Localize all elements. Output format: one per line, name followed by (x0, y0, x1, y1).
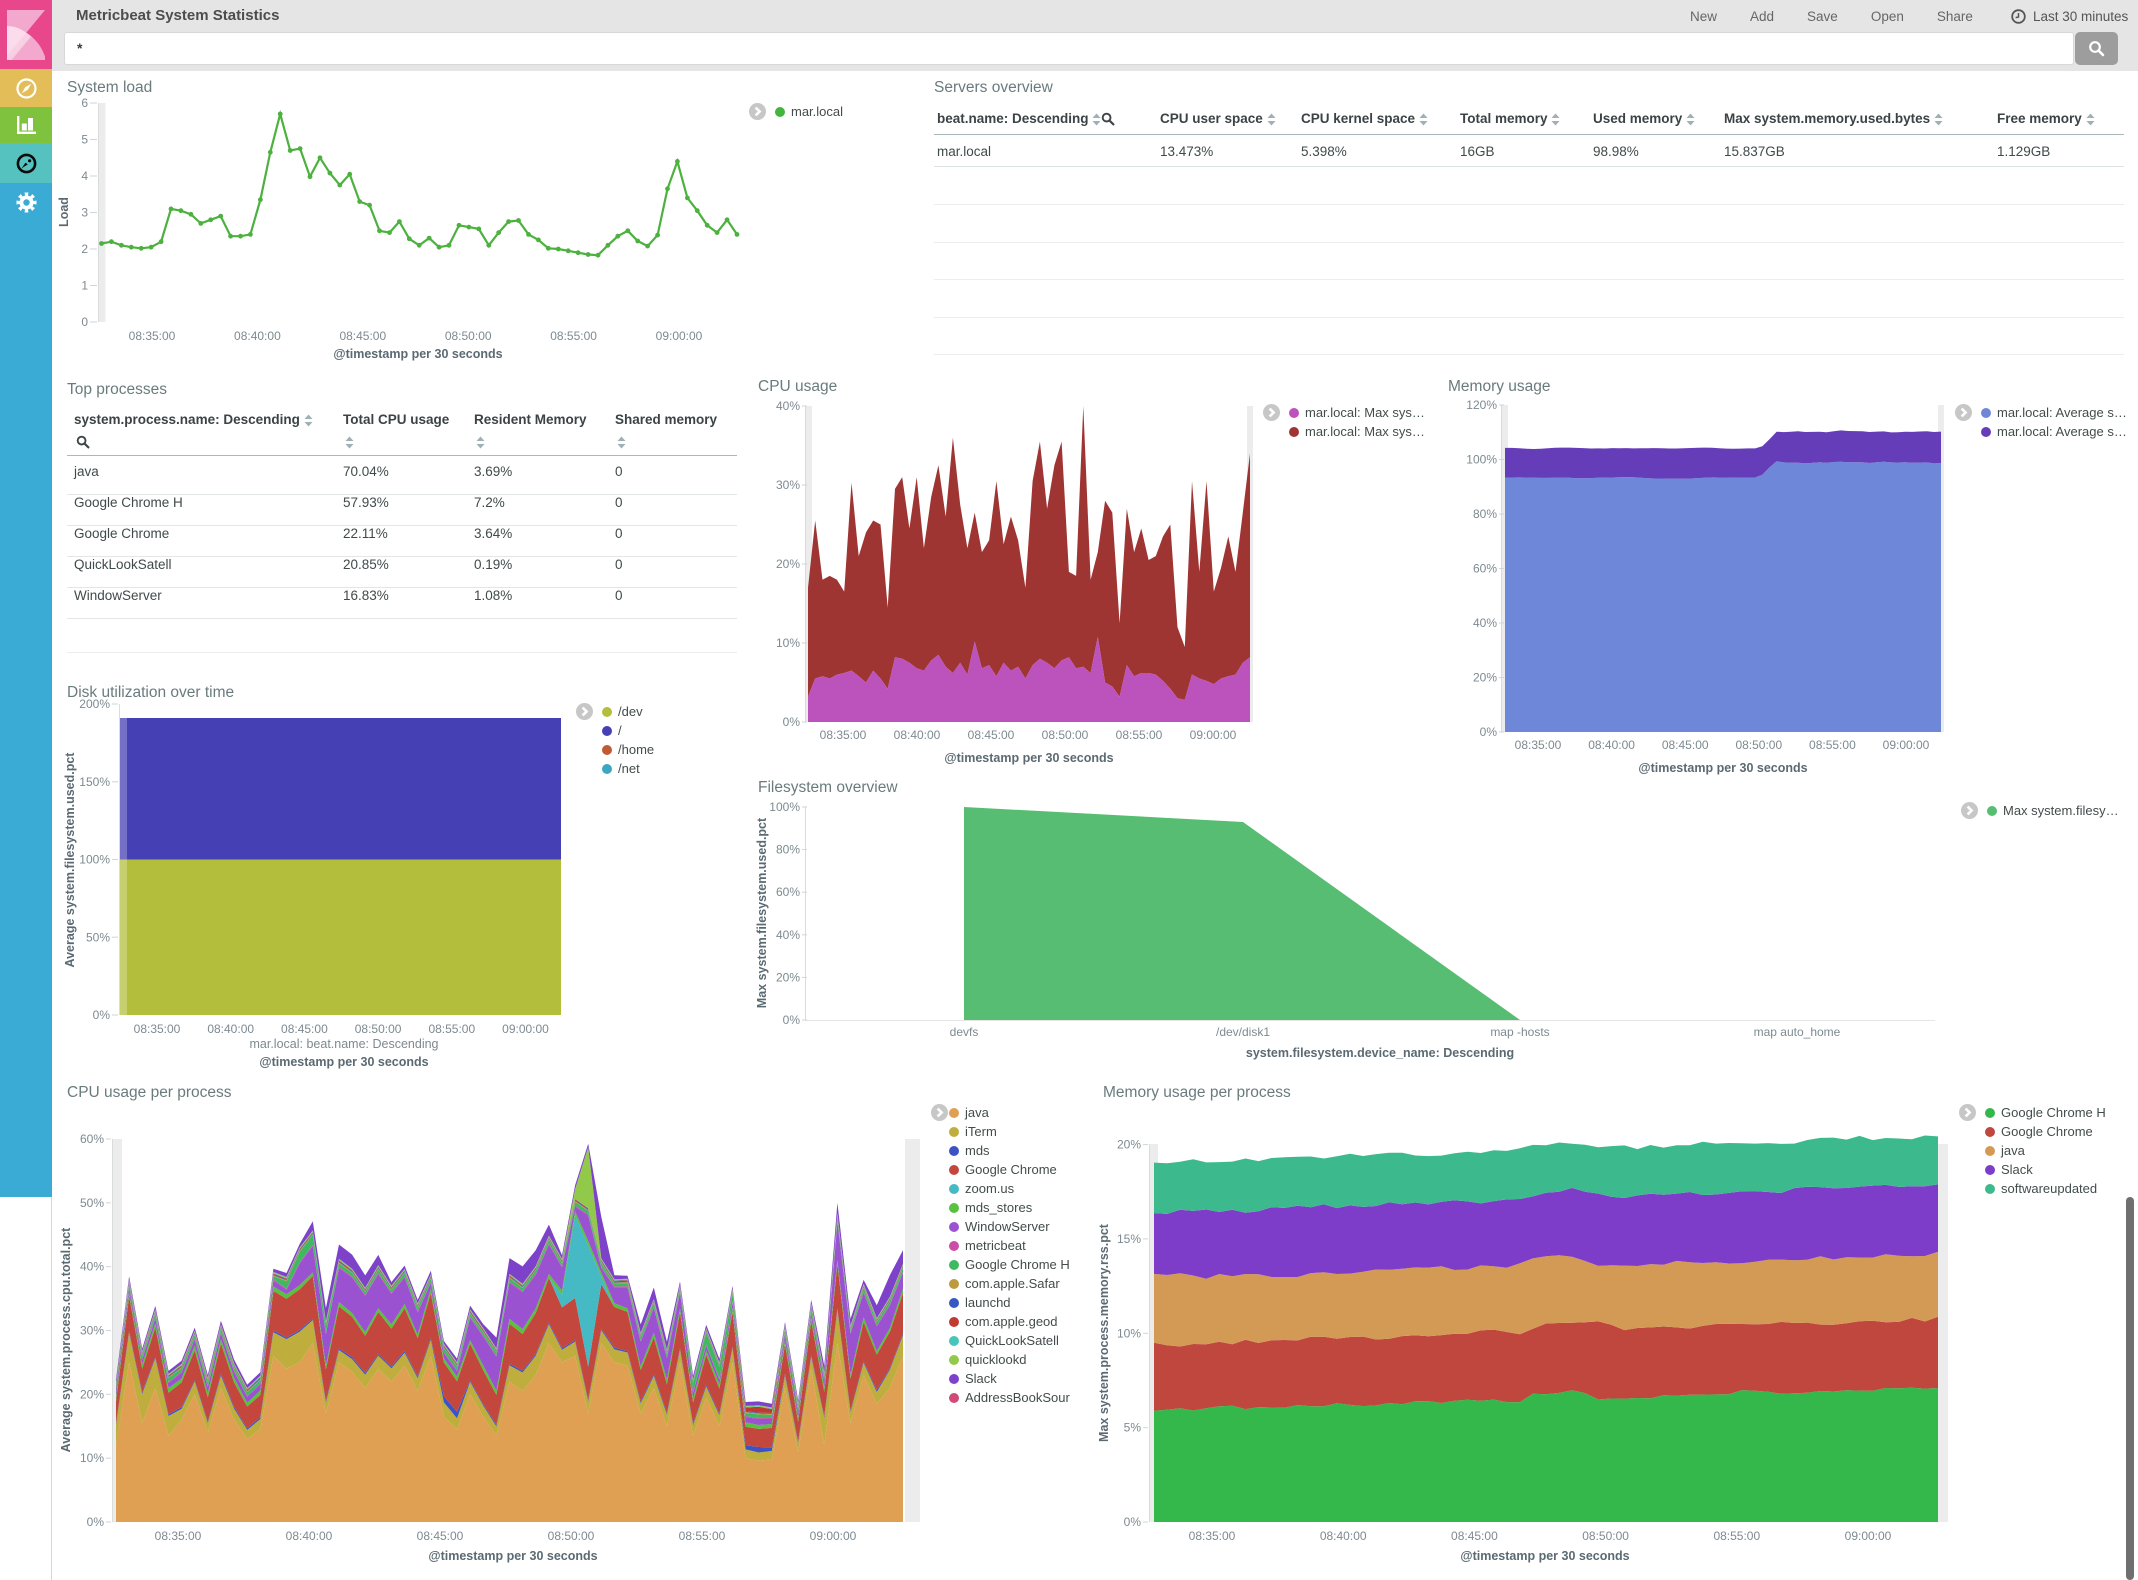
svg-text:20%: 20% (1117, 1138, 1141, 1152)
svg-text:08:55:00: 08:55:00 (1809, 738, 1856, 752)
svg-text:08:45:00: 08:45:00 (968, 728, 1015, 742)
svg-text:system.filesystem.device_name:: system.filesystem.device_name: Descendin… (1246, 1046, 1514, 1060)
svg-text:08:55:00: 08:55:00 (428, 1022, 475, 1036)
svg-text:08:55:00: 08:55:00 (1116, 728, 1163, 742)
svg-text:Average system.process.cpu.tot: Average system.process.cpu.total.pct (59, 1227, 73, 1452)
svg-text:08:35:00: 08:35:00 (134, 1022, 181, 1036)
svg-text:08:45:00: 08:45:00 (417, 1529, 464, 1543)
svg-text:40%: 40% (776, 399, 800, 413)
svg-text:08:35:00: 08:35:00 (1515, 738, 1562, 752)
svg-text:08:45:00: 08:45:00 (1662, 738, 1709, 752)
svg-text:08:50:00: 08:50:00 (1042, 728, 1089, 742)
svg-text:100%: 100% (1466, 453, 1497, 467)
svg-text:08:40:00: 08:40:00 (286, 1529, 333, 1543)
svg-text:Max system.filesystem.used.pct: Max system.filesystem.used.pct (755, 817, 769, 1008)
svg-text:40%: 40% (80, 1260, 104, 1274)
svg-text:80%: 80% (776, 843, 800, 857)
svg-text:08:40:00: 08:40:00 (234, 329, 281, 343)
svg-text:80%: 80% (1473, 507, 1497, 521)
svg-text:10%: 10% (776, 636, 800, 650)
svg-text:08:50:00: 08:50:00 (548, 1529, 595, 1543)
svg-text:20%: 20% (80, 1387, 104, 1401)
svg-text:0%: 0% (1480, 725, 1498, 739)
svg-text:40%: 40% (1473, 616, 1497, 630)
svg-text:30%: 30% (80, 1324, 104, 1338)
svg-text:40%: 40% (776, 928, 800, 942)
svg-text:20%: 20% (776, 970, 800, 984)
svg-text:Load: Load (57, 197, 71, 227)
svg-text:08:55:00: 08:55:00 (550, 329, 597, 343)
svg-text:100%: 100% (769, 800, 800, 814)
svg-text:mar.local: beat.name: Descendi: mar.local: beat.name: Descending (250, 1037, 439, 1051)
svg-text:6: 6 (81, 96, 88, 110)
svg-text:0%: 0% (783, 715, 801, 729)
svg-text:4: 4 (81, 169, 88, 183)
svg-text:30%: 30% (776, 478, 800, 492)
svg-text:Max system.process.memory.rss.: Max system.process.memory.rss.pct (1097, 1223, 1111, 1442)
svg-text:@timestamp per 30 seconds: @timestamp per 30 seconds (333, 347, 502, 361)
svg-text:20%: 20% (776, 557, 800, 571)
svg-text:2: 2 (81, 242, 88, 256)
svg-text:08:35:00: 08:35:00 (820, 728, 867, 742)
svg-text:0%: 0% (1124, 1515, 1142, 1529)
svg-text:@timestamp per 30 seconds: @timestamp per 30 seconds (1638, 761, 1807, 775)
svg-text:0: 0 (81, 315, 88, 329)
svg-text:60%: 60% (776, 885, 800, 899)
svg-text:/dev/disk1: /dev/disk1 (1216, 1025, 1270, 1039)
svg-text:10%: 10% (1117, 1326, 1141, 1340)
svg-text:08:45:00: 08:45:00 (339, 329, 386, 343)
svg-text:20%: 20% (1473, 671, 1497, 685)
svg-text:3: 3 (81, 206, 88, 220)
svg-text:@timestamp per 30 seconds: @timestamp per 30 seconds (944, 751, 1113, 765)
svg-text:08:45:00: 08:45:00 (1451, 1529, 1498, 1543)
svg-text:60%: 60% (1473, 562, 1497, 576)
svg-text:15%: 15% (1117, 1232, 1141, 1246)
svg-text:Average system.filesystem.used: Average system.filesystem.used.pct (63, 752, 77, 968)
svg-text:08:40:00: 08:40:00 (894, 728, 941, 742)
svg-text:map auto_home: map auto_home (1754, 1025, 1841, 1039)
svg-text:08:50:00: 08:50:00 (355, 1022, 402, 1036)
svg-text:08:40:00: 08:40:00 (1588, 738, 1635, 752)
svg-text:08:55:00: 08:55:00 (679, 1529, 726, 1543)
svg-text:200%: 200% (79, 697, 110, 711)
svg-text:08:50:00: 08:50:00 (445, 329, 492, 343)
svg-text:08:45:00: 08:45:00 (281, 1022, 328, 1036)
svg-text:08:35:00: 08:35:00 (129, 329, 176, 343)
svg-text:50%: 50% (80, 1196, 104, 1210)
svg-text:08:40:00: 08:40:00 (1320, 1529, 1367, 1543)
svg-text:09:00:00: 09:00:00 (656, 329, 703, 343)
svg-text:09:00:00: 09:00:00 (810, 1529, 857, 1543)
svg-text:50%: 50% (86, 930, 110, 944)
svg-text:0%: 0% (93, 1008, 111, 1022)
svg-text:1: 1 (81, 279, 88, 293)
svg-text:devfs: devfs (950, 1025, 979, 1039)
svg-text:60%: 60% (80, 1132, 104, 1146)
svg-text:09:00:00: 09:00:00 (1190, 728, 1237, 742)
svg-text:08:50:00: 08:50:00 (1735, 738, 1782, 752)
svg-text:@timestamp per 30 seconds: @timestamp per 30 seconds (1460, 1549, 1629, 1563)
svg-text:08:35:00: 08:35:00 (1189, 1529, 1236, 1543)
svg-text:09:00:00: 09:00:00 (1845, 1529, 1892, 1543)
svg-text:10%: 10% (80, 1451, 104, 1465)
svg-text:0%: 0% (783, 1013, 801, 1027)
svg-text:08:40:00: 08:40:00 (207, 1022, 254, 1036)
svg-text:5%: 5% (1124, 1421, 1142, 1435)
svg-text:08:35:00: 08:35:00 (155, 1529, 202, 1543)
svg-text:5: 5 (81, 133, 88, 147)
svg-text:map -hosts: map -hosts (1490, 1025, 1549, 1039)
svg-text:08:50:00: 08:50:00 (1582, 1529, 1629, 1543)
svg-text:08:55:00: 08:55:00 (1713, 1529, 1760, 1543)
svg-text:09:00:00: 09:00:00 (502, 1022, 549, 1036)
svg-text:120%: 120% (1466, 398, 1497, 412)
svg-text:0%: 0% (87, 1515, 105, 1529)
svg-text:@timestamp per 30 seconds: @timestamp per 30 seconds (259, 1055, 428, 1069)
svg-text:100%: 100% (79, 853, 110, 867)
svg-text:@timestamp per 30 seconds: @timestamp per 30 seconds (428, 1549, 597, 1563)
svg-text:09:00:00: 09:00:00 (1883, 738, 1930, 752)
svg-text:150%: 150% (79, 775, 110, 789)
